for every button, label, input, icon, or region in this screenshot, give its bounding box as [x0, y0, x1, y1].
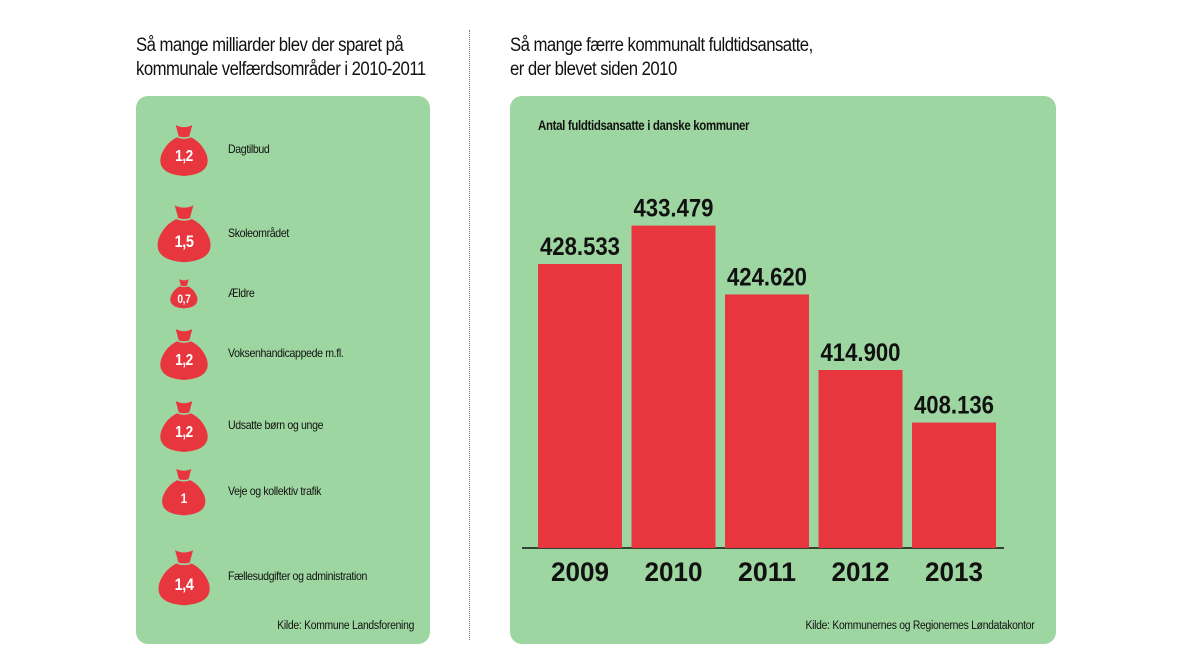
- savings-item-label: Veje og kollektiv trafik: [228, 484, 322, 498]
- bag-value: 0,7: [177, 292, 191, 307]
- savings-item-label: Fællesudgifter og administration: [228, 569, 367, 583]
- savings-item-label: Ældre: [228, 286, 255, 300]
- money-bag-icon: 0,7: [169, 278, 199, 309]
- bar-2011: [725, 294, 809, 548]
- x-tick-label-2010: 2010: [645, 557, 703, 587]
- bar-2010: [631, 225, 716, 549]
- right-heading-line2: er der blevet siden 2010: [510, 59, 677, 80]
- right-source: Kilde: Kommunernes og Regionernes Løndat…: [805, 620, 1034, 632]
- bag-value: 1,2: [175, 351, 193, 369]
- data-label-2010: 433.479: [634, 195, 714, 223]
- bar-2013: [912, 422, 996, 548]
- bag-value: 1,5: [174, 231, 194, 251]
- money-bag-icon: 1: [160, 467, 207, 517]
- data-label-2012: 414.900: [821, 339, 901, 367]
- money-bag-icon: 1,2: [158, 123, 210, 178]
- right-heading-line1: Så mange færre kommunalt fuldtidsansatte…: [510, 35, 813, 56]
- left-heading-line2: kommunale velfærdsområder i 2010-2011: [136, 59, 426, 80]
- right-heading: Så mange færre kommunalt fuldtidsansatte…: [510, 34, 862, 82]
- bar-chart: 428.533 2009 433.479 2010 424.620 2011 414.900…: [522, 195, 1004, 587]
- left-source: Kilde: Kommune Landsforening: [277, 620, 414, 632]
- dotted-divider: [469, 30, 470, 640]
- employees-chart-panel: 428.533 2009 433.479 2010 424.620 2011 414.900…: [510, 96, 1056, 644]
- money-bag-icon: 1,5: [155, 203, 213, 264]
- savings-panel: 1,2 Dagtilbud 1,5 Skoleområdet 0,7 Ældre 1,2 Vo…: [136, 96, 430, 644]
- money-bag-icon: 1,4: [156, 548, 212, 607]
- money-bag-icon: 1,2: [158, 399, 210, 454]
- data-label-2009: 428.533: [540, 233, 620, 261]
- bag-value: 1,4: [174, 574, 194, 594]
- bar-2012: [818, 370, 903, 548]
- bar-2009: [538, 264, 622, 548]
- chart-title: Antal fuldtidsansatte i danske kommuner: [538, 118, 750, 133]
- left-heading: Så mange milliarder blev der sparet på k…: [136, 34, 426, 82]
- x-tick-label-2009: 2009: [551, 557, 609, 587]
- bag-value: 1,2: [175, 423, 193, 441]
- x-tick-label-2012: 2012: [832, 557, 890, 587]
- bag-value: 1: [180, 490, 188, 506]
- savings-item-label: Voksenhandicappede m.fl.: [228, 346, 344, 360]
- savings-item-label: Udsatte børn og unge: [228, 418, 324, 432]
- money-bag-icon: 1,2: [158, 327, 210, 382]
- x-tick-label-2013: 2013: [925, 557, 983, 587]
- x-tick-label-2011: 2011: [738, 557, 796, 587]
- left-heading-line1: Så mange milliarder blev der sparet på: [136, 35, 404, 56]
- bag-value: 1,2: [175, 147, 193, 165]
- savings-item-label: Dagtilbud: [228, 142, 270, 156]
- savings-item-label: Skoleområdet: [228, 226, 289, 240]
- data-label-2011: 424.620: [727, 263, 807, 291]
- data-label-2013: 408.136: [914, 392, 994, 420]
